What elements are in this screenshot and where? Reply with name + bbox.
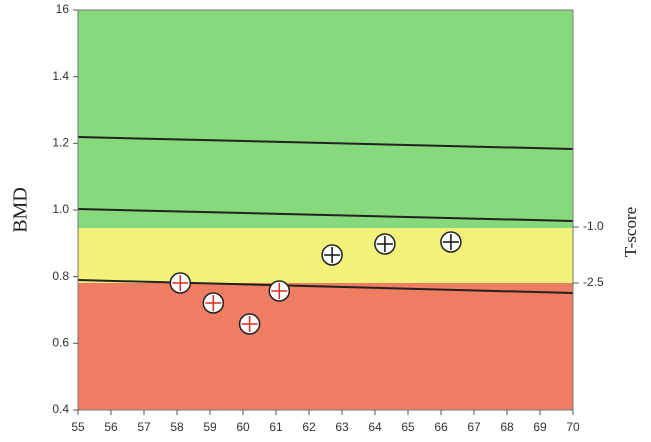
x-tick-label: 56 [104,420,118,434]
x-tick-label: 67 [467,420,481,434]
x-tick-label: 66 [434,420,448,434]
data-point [202,292,225,314]
y-tick-label: 1.4 [52,69,69,83]
band [78,283,573,410]
y-tick-label: 1.0 [52,202,69,216]
y2-tick-label: -1.0 [583,219,604,233]
y-tick-label: 0.6 [52,336,69,350]
x-tick-label: 65 [401,420,415,434]
y-axis-title: BMD [10,187,32,233]
y-tick-label: 16 [56,2,70,16]
x-tick-label: 69 [533,420,547,434]
reference-line [77,136,574,150]
x-tick-label: 61 [269,420,283,434]
x-tick-label: 63 [335,420,349,434]
data-point [169,272,192,294]
data-point [321,244,343,266]
x-tick-label: 64 [368,420,382,434]
x-tick-label: 62 [302,420,316,434]
data-point [238,313,261,335]
x-tick-label: 68 [500,420,514,434]
x-tick-label: 59 [203,420,217,434]
data-point [374,233,396,255]
x-tick-label: 57 [137,420,151,434]
data-point [440,231,462,253]
x-tick-label: 55 [71,420,85,434]
x-tick-label: 70 [566,420,580,434]
band [78,10,573,228]
y-tick-label: 0.8 [52,269,69,283]
y-tick-label: 1.2 [52,136,69,150]
reference-line [77,279,574,294]
data-point [268,280,291,302]
y-tick-label: 0.4 [52,402,69,416]
y2-tick-label: -2.5 [583,275,604,289]
reference-line [77,208,574,222]
x-tick-label: 60 [236,420,250,434]
x-tick-label: 58 [170,420,184,434]
y2-axis-title: T-score [621,207,640,257]
